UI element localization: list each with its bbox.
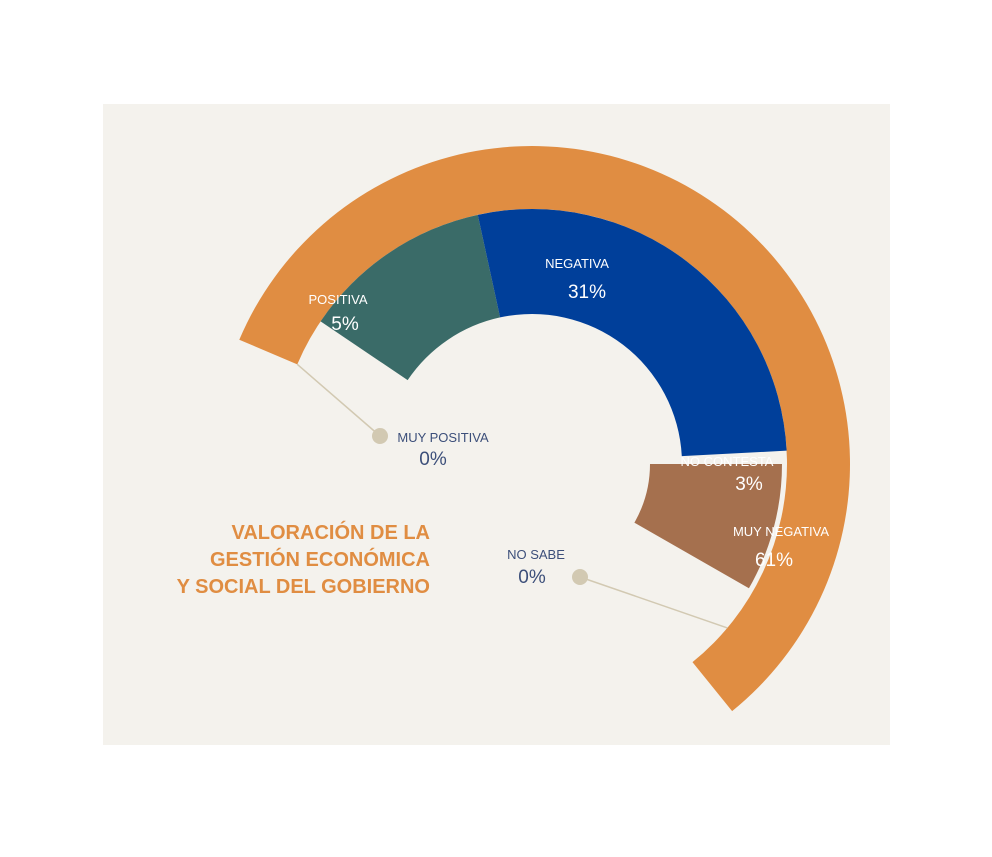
label-muy-negativa-value: 61%: [755, 550, 793, 571]
leader-muy-positiva: [296, 363, 381, 437]
slice-positiva: [320, 214, 501, 381]
label-no-sabe-value: 0%: [518, 567, 546, 588]
label-positiva-value: 5%: [331, 314, 359, 335]
label-no-contesta-value: 3%: [735, 474, 763, 495]
label-no-contesta-name: NO CONTESTA: [681, 454, 774, 469]
slice-no-contesta: [634, 464, 782, 589]
label-positiva-name: POSITIVA: [309, 292, 368, 307]
label-muy-positiva-value: 0%: [419, 449, 447, 470]
label-no-sabe-name: NO SABE: [507, 547, 565, 562]
slice-negativa: [477, 209, 787, 457]
chart-title: VALORACIÓN DE LA GESTIÓN ECONÓMICA Y SOC…: [130, 520, 430, 601]
title-line-1: VALORACIÓN DE LA: [231, 522, 430, 544]
dot-muy-positiva: [372, 428, 388, 444]
label-negativa-name: NEGATIVA: [545, 256, 609, 271]
dot-no-sabe: [572, 569, 588, 585]
label-negativa-value: 31%: [568, 282, 606, 303]
label-muy-positiva-name: MUY POSITIVA: [397, 430, 489, 445]
leader-no-sabe: [579, 576, 728, 629]
title-line-3: Y SOCIAL DEL GOBIERNO: [176, 576, 430, 598]
label-muy-negativa-name: MUY NEGATIVA: [733, 524, 829, 539]
title-line-2: GESTIÓN ECONÓMICA: [209, 549, 430, 571]
